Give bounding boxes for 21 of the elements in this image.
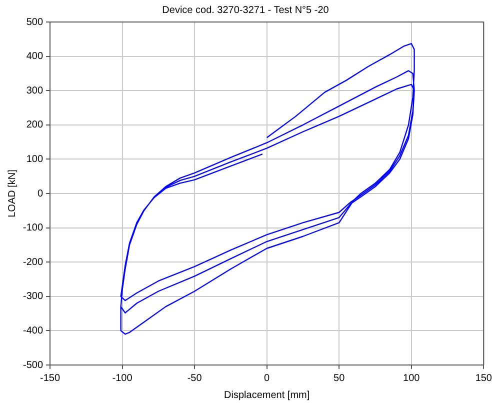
y-tick-label: 200 [26,120,44,131]
x-tick-label: 50 [334,372,346,384]
x-tick-label: -150 [40,372,60,384]
y-tick-label: -400 [23,325,44,336]
y-tick-label: 300 [26,85,44,96]
x-tick-label: 150 [475,372,492,384]
y-tick-label: 100 [26,154,44,165]
y-tick-label: 500 [26,16,44,28]
y-tick-label: 400 [26,51,44,62]
y-axis-title: LOAD [kN] [6,169,18,218]
x-tick-label: -100 [112,372,133,384]
x-axis-title: Displacement [mm] [224,390,310,401]
y-tick-label: -200 [23,256,44,268]
x-tick-label: 0 [264,372,270,384]
y-tick-label: -500 [23,360,44,371]
y-tick-label: -300 [23,291,44,302]
y-tick-label: -100 [23,222,44,234]
y-tick-label: 0 [37,188,44,200]
x-tick-label: -50 [187,372,202,384]
chart-title: Device cod. 3270-3271 - Test N°5 -20 [162,4,330,16]
x-tick-label: 100 [403,372,420,384]
